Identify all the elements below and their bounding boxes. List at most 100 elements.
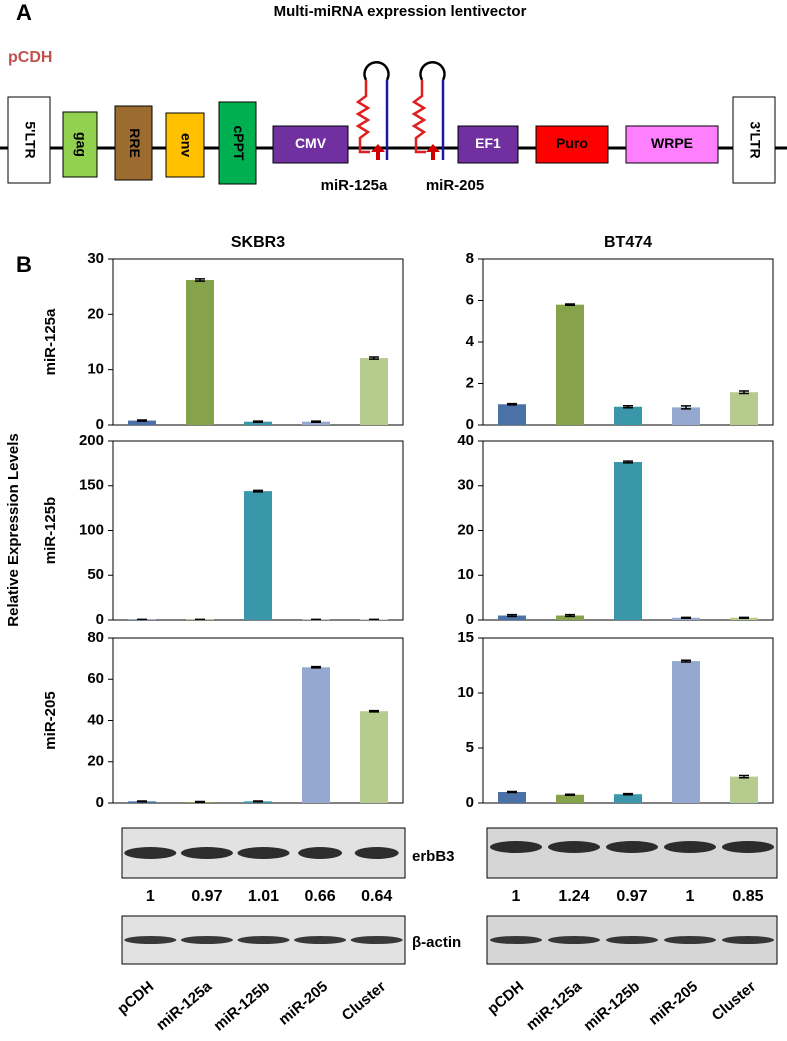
y-tick-label: 10 (87, 361, 104, 378)
quantification: 0.85 (732, 888, 763, 905)
y-tick-label: 20 (87, 305, 104, 322)
vector-element-label: RRE (127, 128, 143, 158)
blot-band (351, 936, 403, 944)
blot-band (124, 847, 176, 859)
y-tick-label: 50 (87, 566, 104, 583)
bar (556, 305, 584, 425)
blot-band (490, 841, 542, 853)
y-tick-label: 40 (457, 432, 474, 449)
vector-element-label: 5'LTR (22, 121, 38, 158)
y-tick-label: 150 (79, 477, 104, 494)
error-bar (311, 421, 321, 422)
y-tick-label: 6 (466, 291, 474, 308)
x-tick-label: pCDH (114, 978, 157, 1018)
quantification: 0.97 (616, 888, 647, 905)
blot-band (606, 936, 658, 944)
bar (302, 667, 330, 803)
vector-element-label: 3'LTR (747, 121, 763, 158)
bar (360, 711, 388, 803)
error-bar (137, 420, 147, 421)
bar (360, 358, 388, 425)
chart-title: BT474 (604, 234, 652, 251)
bar (498, 404, 526, 425)
y-label: miR-205 (42, 691, 59, 749)
y-tick-label: 200 (79, 432, 104, 449)
y-tick-label: 0 (96, 611, 104, 628)
x-tick-label: miR-125a (523, 978, 586, 1034)
plot-frame (483, 638, 773, 803)
blot-band (355, 847, 399, 859)
y-tick-label: 0 (96, 794, 104, 811)
quantification: 0.66 (305, 888, 336, 905)
error-bar (623, 794, 633, 795)
vector-element-label: WRPE (651, 135, 693, 151)
blot-label: β-actin (412, 934, 461, 951)
plot-frame (113, 259, 403, 425)
bar (614, 462, 642, 620)
y-tick-label: 5 (466, 739, 474, 756)
y-tick-label: 10 (457, 684, 474, 701)
y-tick-label: 30 (87, 250, 104, 267)
y-tick-label: 8 (466, 250, 474, 267)
mirna-label: miR-205 (426, 177, 484, 194)
error-bar (253, 490, 263, 491)
vector-element-label: EF1 (475, 135, 501, 151)
blot-band (238, 936, 290, 944)
bar (244, 491, 272, 620)
x-tick-label: miR-125a (153, 978, 216, 1034)
y-tick-label: 0 (466, 794, 474, 811)
y-tick-label: 30 (457, 477, 474, 494)
x-tick-label: miR-205 (645, 978, 701, 1029)
blot-band (181, 847, 233, 859)
y-tick-label: 0 (466, 611, 474, 628)
plot-frame (113, 638, 403, 803)
y-label: miR-125b (42, 497, 59, 565)
error-bar (739, 617, 749, 618)
error-bar (507, 791, 517, 792)
error-bar (253, 801, 263, 802)
blot-band (548, 841, 600, 853)
error-bar (137, 801, 147, 802)
quantification: 1 (512, 888, 521, 905)
blot-band (124, 936, 176, 944)
bar (498, 792, 526, 803)
y-tick-label: 0 (96, 416, 104, 433)
hairpins (358, 62, 445, 160)
y-tick-label: 4 (466, 333, 475, 350)
mirna-label: miR-125a (321, 177, 388, 194)
quantification: 0.64 (361, 888, 392, 905)
error-bar (565, 304, 575, 305)
y-axis-label: Relative Expression Levels (5, 433, 22, 626)
x-tick-label: pCDH (484, 978, 527, 1018)
blot-label: erbB3 (412, 848, 455, 865)
blot-band (548, 936, 600, 944)
vector-name: pCDH (8, 49, 52, 66)
bar (614, 407, 642, 425)
y-tick-label: 60 (87, 670, 104, 687)
blot-band (606, 841, 658, 853)
x-tick-label: Cluster (339, 978, 390, 1024)
x-tick-label: miR-205 (275, 978, 331, 1029)
error-bar (507, 404, 517, 405)
y-tick-label: 10 (457, 566, 474, 583)
blot-band (664, 936, 716, 944)
quantification: 1.24 (558, 888, 589, 905)
bar (672, 407, 700, 425)
y-tick-label: 0 (466, 416, 474, 433)
y-tick-label: 80 (87, 629, 104, 646)
panel-label: B (16, 252, 32, 277)
y-tick-label: 15 (457, 629, 474, 646)
error-bar (565, 794, 575, 795)
bar (730, 777, 758, 803)
vector-element-label: gag (73, 132, 89, 157)
error-bar (311, 667, 321, 668)
diagram-title: Multi-miRNA expression lentivector (274, 3, 527, 20)
blot-band (181, 936, 233, 944)
error-bar (681, 617, 691, 618)
blot-band (294, 936, 346, 944)
bar (672, 661, 700, 803)
blot-band (664, 841, 716, 853)
y-label: miR-125a (42, 308, 59, 375)
bar (614, 794, 642, 803)
quantification: 1.01 (248, 888, 279, 905)
